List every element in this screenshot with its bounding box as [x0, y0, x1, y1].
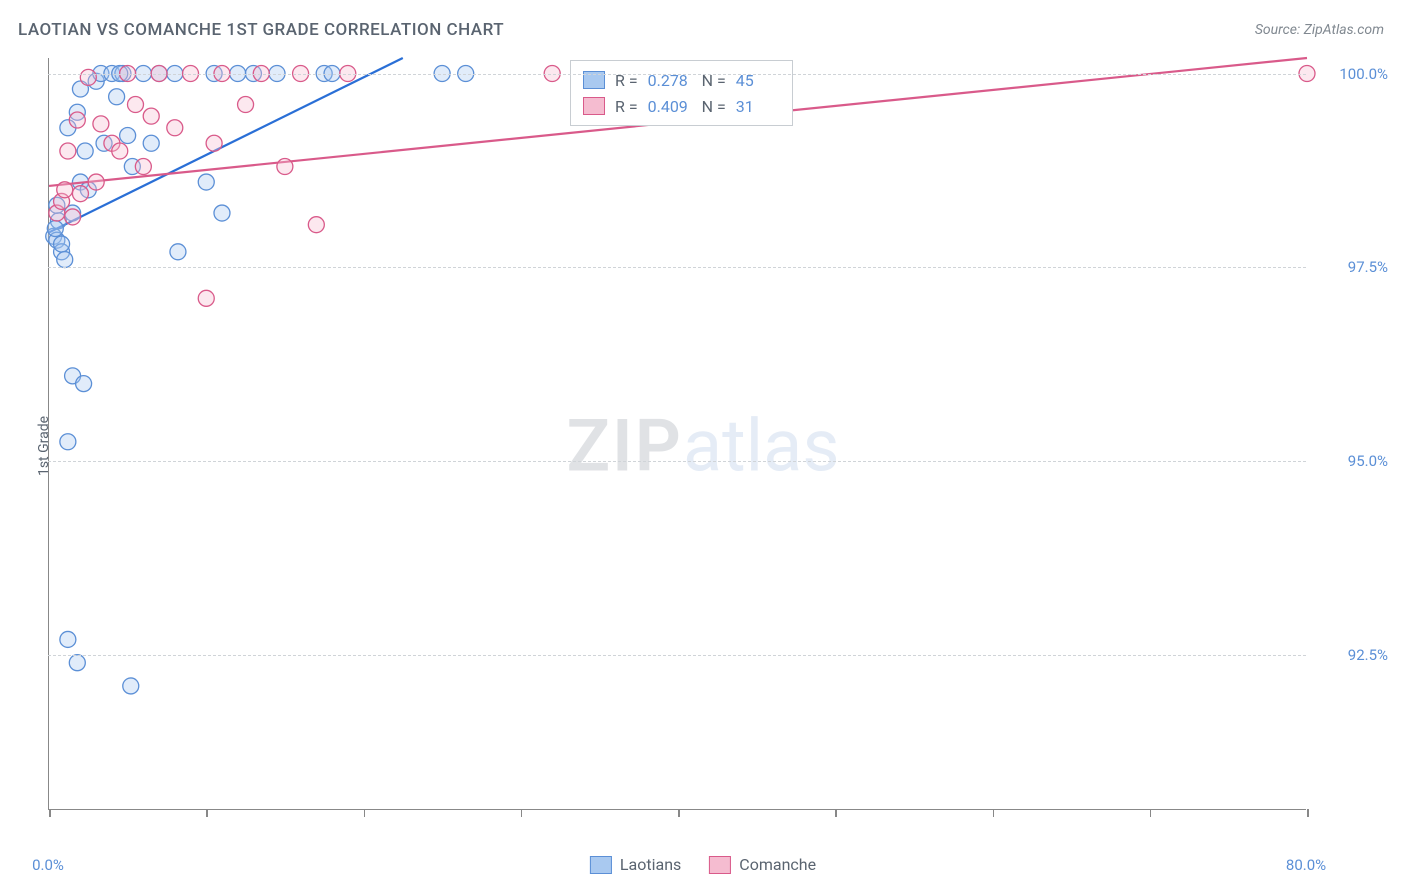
- x-tick-label: 80.0%: [1286, 856, 1326, 874]
- legend-text: R =0.409N =31: [615, 97, 780, 116]
- data-point-laotians: [214, 205, 230, 221]
- gridline-horizontal: [48, 74, 1306, 75]
- x-tick: [49, 809, 51, 817]
- data-point-comanche: [112, 143, 128, 159]
- data-point-laotians: [120, 128, 136, 144]
- data-point-comanche: [167, 120, 183, 136]
- legend-swatch: [709, 856, 731, 874]
- gridline-horizontal: [48, 655, 1306, 656]
- x-tick-label: 0.0%: [32, 856, 64, 874]
- data-point-laotians: [54, 236, 70, 252]
- data-point-laotians: [57, 252, 73, 268]
- data-point-comanche: [72, 186, 88, 202]
- x-tick: [1150, 809, 1152, 817]
- data-point-comanche: [93, 116, 109, 132]
- series-legend-label: Laotians: [620, 855, 681, 874]
- data-point-comanche: [69, 112, 85, 128]
- x-tick: [1307, 809, 1309, 817]
- data-point-laotians: [143, 135, 159, 151]
- y-tick-label: 92.5%: [1348, 646, 1388, 664]
- series-legend-item-comanche: Comanche: [709, 855, 816, 874]
- series-legend-item-laotians: Laotians: [590, 855, 681, 874]
- x-tick: [678, 809, 680, 817]
- x-tick: [835, 809, 837, 817]
- data-point-laotians: [198, 174, 214, 190]
- plot-area: [48, 58, 1306, 810]
- data-point-comanche: [238, 97, 254, 113]
- data-point-laotians: [69, 655, 85, 671]
- x-tick: [993, 809, 995, 817]
- y-tick-label: 100.0%: [1339, 65, 1388, 83]
- plot-svg: [49, 58, 1306, 809]
- data-point-comanche: [80, 69, 96, 85]
- x-tick: [364, 809, 366, 817]
- data-point-laotians: [109, 89, 125, 105]
- data-point-laotians: [60, 631, 76, 647]
- data-point-comanche: [65, 209, 81, 225]
- data-point-comanche: [277, 159, 293, 175]
- gridline-horizontal: [48, 461, 1306, 462]
- data-point-comanche: [60, 143, 76, 159]
- y-tick-label: 95.0%: [1348, 452, 1388, 470]
- x-tick: [206, 809, 208, 817]
- legend-row-laotians: R =0.278N =45: [583, 67, 780, 93]
- data-point-laotians: [47, 221, 63, 237]
- data-point-laotians: [60, 434, 76, 450]
- legend-swatch: [583, 97, 605, 115]
- legend-swatch: [590, 856, 612, 874]
- correlation-legend: R =0.278N =45 R =0.409N =31: [570, 60, 793, 126]
- data-point-comanche: [143, 108, 159, 124]
- data-point-comanche: [308, 217, 324, 233]
- x-tick: [521, 809, 523, 817]
- data-point-laotians: [77, 143, 93, 159]
- legend-row-comanche: R =0.409N =31: [583, 93, 780, 119]
- series-legend-label: Comanche: [739, 855, 816, 874]
- chart-title: LAOTIAN VS COMANCHE 1ST GRADE CORRELATIO…: [18, 20, 504, 40]
- data-point-comanche: [206, 135, 222, 151]
- data-point-laotians: [76, 376, 92, 392]
- series-legend: Laotians Comanche: [590, 855, 816, 874]
- data-point-comanche: [88, 174, 104, 190]
- gridline-horizontal: [48, 267, 1306, 268]
- data-point-comanche: [135, 159, 151, 175]
- data-point-laotians: [170, 244, 186, 260]
- y-tick-label: 97.5%: [1348, 258, 1388, 276]
- data-point-laotians: [123, 678, 139, 694]
- source-attribution: Source: ZipAtlas.com: [1255, 22, 1384, 38]
- data-point-comanche: [198, 290, 214, 306]
- data-point-comanche: [127, 97, 143, 113]
- data-point-comanche: [57, 182, 73, 198]
